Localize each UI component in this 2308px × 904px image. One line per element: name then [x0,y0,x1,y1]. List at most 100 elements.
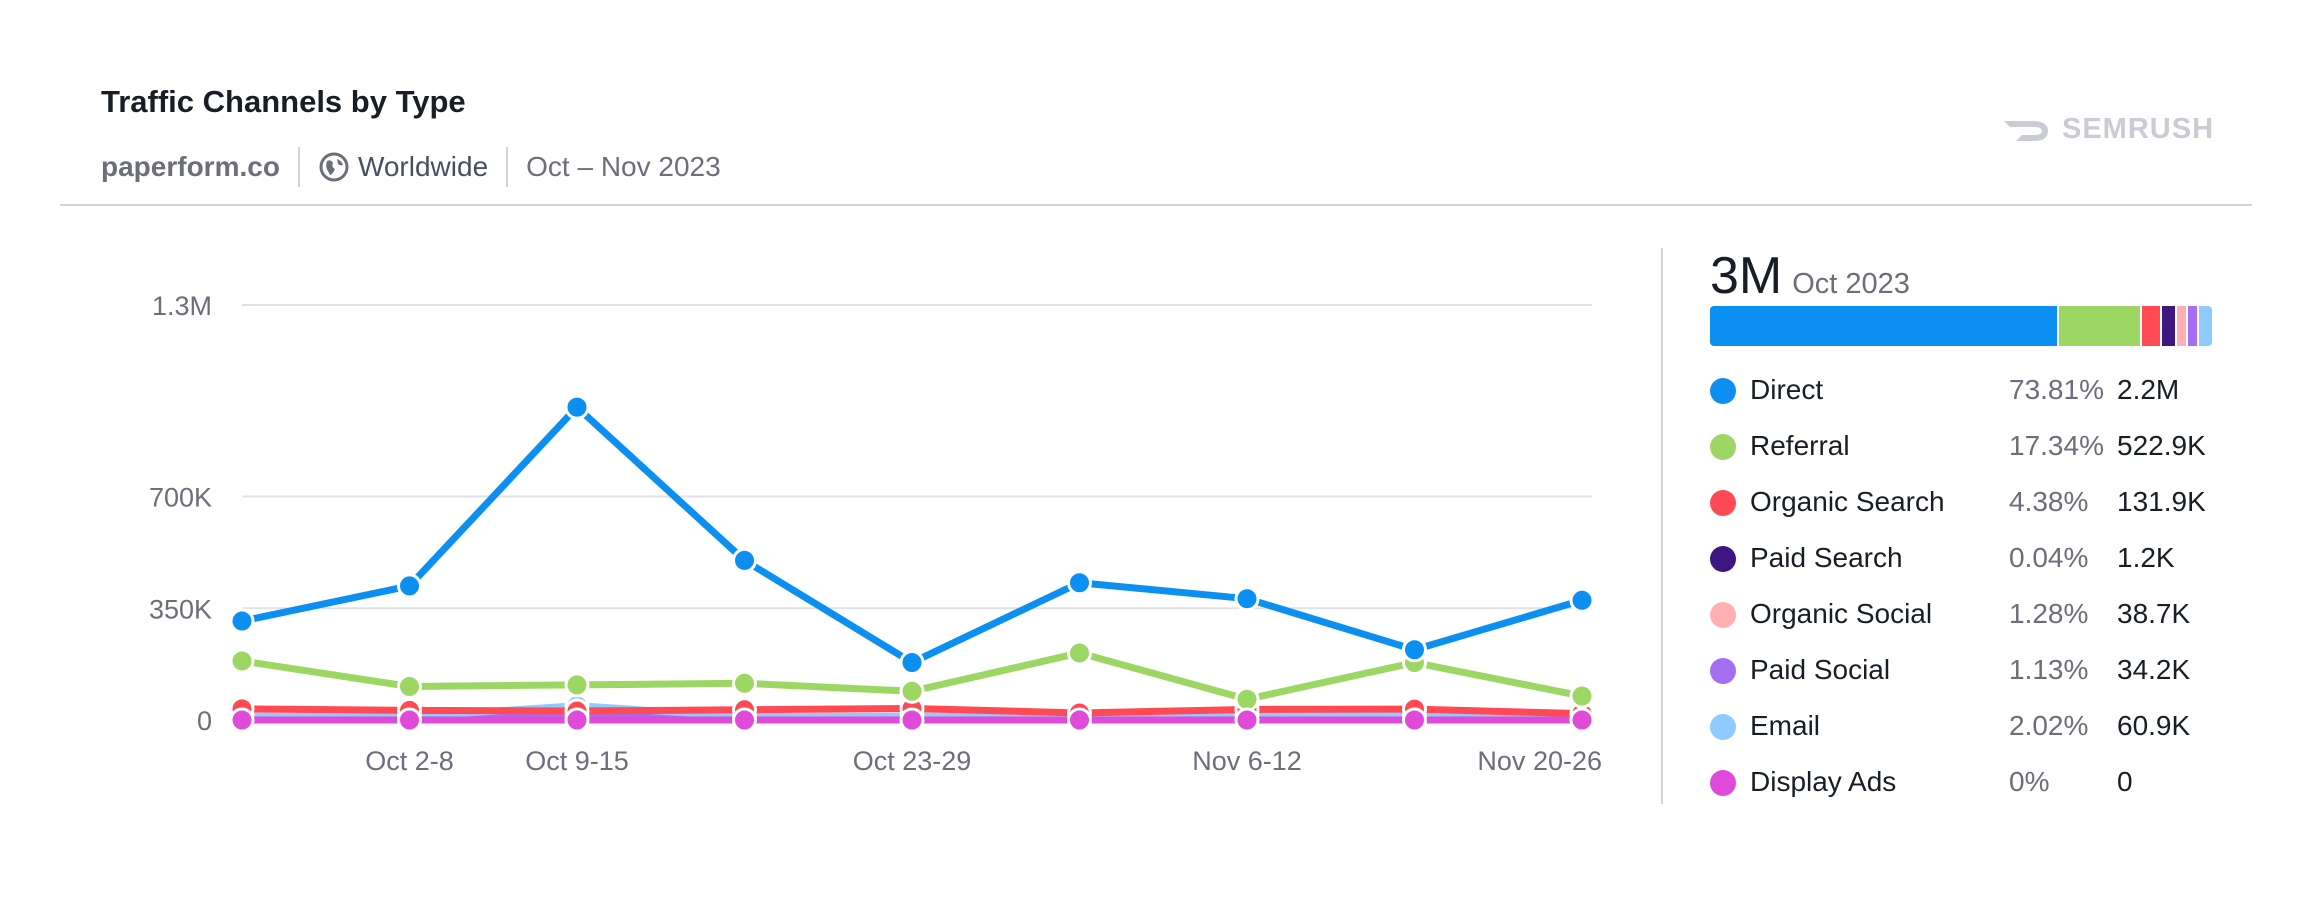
legend-channel-value: 34.2K [2117,654,2191,685]
data-point [1402,707,1427,733]
legend-channel-percent: 73.81% [2009,374,2104,405]
legend-channel-value: 60.9K [2117,710,2191,741]
legend-channel-percent: 1.28% [2009,598,2089,629]
data-point [732,670,757,696]
data-point [229,648,255,674]
legend-channel-name: Paid Search [1750,542,1903,573]
x-tick-label: Oct 23-29 [853,746,972,776]
data-point [564,672,590,698]
legend-item[interactable]: Direct 73.81% 2.2M [1710,368,2230,424]
x-tick-label: Oct 2-8 [365,746,454,776]
share-segment[interactable] [1710,306,2060,346]
data-point [397,707,422,733]
legend-color-dot [1710,602,1736,628]
legend-item[interactable]: Paid Social 1.13% 34.2K [1710,648,2230,704]
data-point [732,547,757,573]
data-point [397,673,422,699]
data-point [899,678,925,704]
x-tick-label: Nov 6-12 [1192,746,1302,776]
line-chart: 0 350K 700K 1.3M Oct 2-8 Oct 9-15 Oct 23-29 Nov… [149,291,1602,776]
data-point [1234,707,1260,733]
legend-channel-name: Display Ads [1750,766,1897,797]
share-segment[interactable] [2188,306,2199,346]
legend-channel-name: Organic Social [1750,598,1933,629]
share-segment[interactable] [2059,306,2142,346]
semrush-logo: SEMRUSH [2002,113,2214,146]
legend-item[interactable]: Paid Search 0.04% 1.2K [1710,536,2230,592]
legend-channel-name: Direct [1750,374,1824,405]
legend-channel-percent: 4.38% [2009,486,2089,517]
chart-title: Traffic Channels by Type [101,84,466,119]
legend-channel-value: 522.9K [2117,430,2206,461]
total-traffic-value: 3M [1710,247,1783,305]
share-segment[interactable] [2162,306,2178,346]
legend-channel-name: Paid Social [1750,654,1891,685]
total-period-label: Oct 2023 [1792,268,1910,300]
legend-item[interactable]: Display Ads 0% 0 [1710,760,2230,816]
data-point [1067,570,1092,596]
y-tick-label: 1.3M [152,291,212,321]
header-divider [60,204,2252,206]
data-point [1569,707,1595,733]
legend-color-dot [1710,546,1736,572]
legend-color-dot [1710,714,1736,740]
data-point [899,650,925,676]
data-point [1067,707,1092,733]
legend-item[interactable]: Email 2.02% 60.9K [1710,704,2230,760]
legend-color-dot [1710,434,1736,460]
series-line [238,403,1586,667]
data-point [1569,587,1595,613]
share-segment[interactable] [2198,306,2212,346]
legend-item[interactable]: Organic Search 4.38% 131.9K [1710,480,2230,536]
panel-divider [1661,248,1663,804]
legend-channel-value: 1.2K [2117,542,2175,573]
legend-channel-value: 38.7K [2117,598,2191,629]
data-point [732,707,757,733]
data-point [1402,637,1427,663]
x-tick-label: Nov 20-26 [1477,746,1602,776]
globe-icon [318,151,350,183]
share-segment[interactable] [2177,306,2189,346]
report-context: paperform.co Worldwide Oct – Nov 2023 [101,145,721,189]
data-point [564,707,590,733]
domain-label[interactable]: paperform.co [101,151,280,182]
legend-channel-name: Email [1750,710,1821,741]
total-summary: 3M Oct 2023 [1710,246,1910,306]
x-tick-label: Oct 9-15 [525,746,629,776]
data-point [229,608,255,634]
data-point [1234,686,1260,712]
y-tick-label: 0 [197,706,212,736]
legend-channel-percent: 17.34% [2009,430,2104,461]
legend-item[interactable]: Organic Social 1.28% 38.7K [1710,592,2230,648]
data-point [564,394,590,420]
semrush-flame-icon [2004,120,2048,141]
separator [506,147,509,187]
channel-legend: Direct 73.81% 2.2M Referral 17.34% 522.9K Orga… [1710,368,2230,816]
legend-item[interactable]: Referral 17.34% 522.9K [1710,424,2230,480]
data-point [229,707,255,733]
share-segment[interactable] [2141,306,2163,346]
legend-channel-percent: 0% [2009,766,2050,797]
y-tick-label: 700K [149,483,212,513]
legend-channel-name: Referral [1750,430,1850,461]
logo-text: SEMRUSH [2062,113,2215,145]
legend-channel-percent: 0.04% [2009,542,2089,573]
legend-channel-percent: 1.13% [2009,654,2089,685]
data-point [1067,640,1092,666]
channel-share-bar [1710,306,2212,346]
legend-color-dot [1710,770,1736,796]
legend-color-dot [1710,378,1736,404]
region-label[interactable]: Worldwide [357,151,489,182]
y-tick-label: 350K [149,594,212,624]
separator [297,147,300,187]
data-point [1234,586,1260,612]
legend-color-dot [1710,490,1736,516]
period-label[interactable]: Oct – Nov 2023 [526,151,721,182]
legend-channel-value: 131.9K [2117,486,2206,517]
legend-channel-value: 2.2M [2117,374,2180,405]
legend-channel-name: Organic Search [1750,486,1945,517]
legend-channel-value: 0 [2117,766,2133,797]
legend-color-dot [1710,658,1736,684]
data-point [899,707,925,733]
legend-channel-percent: 2.02% [2009,710,2089,741]
